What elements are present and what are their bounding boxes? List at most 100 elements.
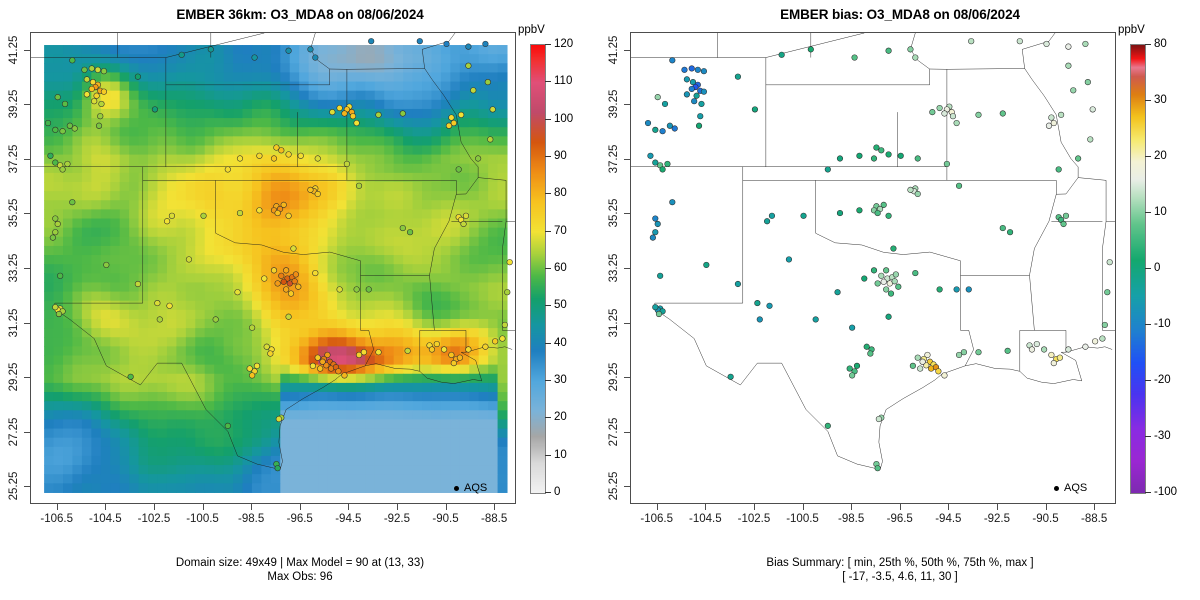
x-tick-label: -100.5 xyxy=(186,513,219,525)
y-tick xyxy=(24,268,30,269)
colorbar-tick xyxy=(545,81,551,83)
colorbar-tick-label: 80 xyxy=(554,187,567,200)
x-tick xyxy=(299,504,301,510)
caption-bias-line2: [ -17, -3.5, 4.6, 11, 30 ] xyxy=(842,571,958,583)
y-tick xyxy=(24,322,30,324)
y-tick xyxy=(624,377,630,379)
colorbar-tick-label: -30 xyxy=(1154,430,1171,442)
x-tick-label: -88.5 xyxy=(481,513,508,525)
x-tick xyxy=(1045,504,1047,510)
x-tick xyxy=(1094,504,1096,510)
x-tick-label: -94.5 xyxy=(335,513,362,525)
y-tick xyxy=(624,322,630,324)
y-tick xyxy=(624,49,630,51)
colorbar-tick-label: 10 xyxy=(554,448,567,461)
x-tick-label: -106.5 xyxy=(40,513,74,525)
y-tick-label: 35.25 xyxy=(8,199,20,228)
colorbar-tick-label: 40 xyxy=(554,336,567,349)
x-tick-label: -98.5 xyxy=(838,513,865,525)
colorbar-tick xyxy=(1145,324,1151,325)
colorbar-model-title: ppbV xyxy=(518,24,545,36)
y-tick-label: 27.25 xyxy=(608,417,620,447)
x-tick xyxy=(705,504,707,510)
x-tick xyxy=(348,504,350,510)
y-tick xyxy=(624,268,630,269)
colorbar-tick-label: -20 xyxy=(1154,374,1171,386)
colorbar-bias-title: ppbV xyxy=(1118,24,1145,36)
bias-field-canvas xyxy=(631,33,1115,503)
x-tick xyxy=(153,504,155,510)
colorbar-tick xyxy=(545,454,551,456)
plot-area-bias xyxy=(630,32,1116,504)
panel-bias-title: EMBER bias: O3_MDA8 on 08/06/2024 xyxy=(780,7,1020,22)
x-tick xyxy=(656,504,658,510)
aqs-legend-bias: AQS xyxy=(1054,482,1087,494)
colorbar-tick-label: 30 xyxy=(554,374,567,386)
colorbar-tick xyxy=(545,305,551,307)
y-tick-label: 25.25 xyxy=(608,471,620,501)
aqs-marker-icon xyxy=(454,485,459,491)
x-tick xyxy=(494,504,496,510)
y-tick xyxy=(624,158,630,160)
x-tick-label: -104.5 xyxy=(89,513,122,525)
x-tick xyxy=(56,504,58,510)
x-tick-label: -104.5 xyxy=(689,513,722,525)
caption-model: Domain size: 49x49 | Max Model = 90 at (… xyxy=(0,556,600,584)
colorbar-tick xyxy=(1145,212,1151,213)
x-tick xyxy=(948,504,950,510)
aqs-legend-label: AQS xyxy=(464,482,488,494)
y-tick xyxy=(24,486,30,488)
x-tick xyxy=(802,504,804,510)
colorbar-tick xyxy=(545,156,551,157)
x-tick xyxy=(899,504,901,510)
colorbar-tick xyxy=(1145,380,1151,381)
colorbar-tick xyxy=(545,44,551,45)
x-tick-label: -88.5 xyxy=(1081,513,1108,525)
x-tick xyxy=(851,504,853,510)
colorbar-tick-label: 120 xyxy=(554,38,574,50)
x-tick-label: -94.5 xyxy=(935,513,962,525)
colorbar-tick-label: -100 xyxy=(1154,486,1178,498)
colorbar-tick-label: 50 xyxy=(554,299,567,312)
aqs-marker-icon xyxy=(1054,485,1059,491)
y-tick xyxy=(24,213,30,215)
panel-model: EMBER 36km: O3_MDA8 on 08/06/2024 AQS -1… xyxy=(0,7,600,584)
x-tick xyxy=(396,504,398,510)
caption-model-line1: Domain size: 49x49 | Max Model = 90 at (… xyxy=(175,557,425,569)
caption-bias-line1: Bias Summary: [ min, 25th %, 50th %, 75t… xyxy=(766,557,1034,569)
panel-model-title: EMBER 36km: O3_MDA8 on 08/06/2024 xyxy=(176,7,424,22)
colorbar-tick-label: 60 xyxy=(554,262,567,274)
colorbar-tick-label: 110 xyxy=(554,75,573,88)
x-tick xyxy=(996,504,998,510)
colorbar-tick xyxy=(545,268,551,269)
y-tick-label: 29.25 xyxy=(8,362,20,392)
caption-bias: Bias Summary: [ min, 25th %, 50th %, 75t… xyxy=(600,556,1200,584)
colorbar-model-gradient xyxy=(530,44,546,494)
colorbar-tick xyxy=(545,342,551,344)
y-tick-label: 35.25 xyxy=(608,199,620,228)
plot-area-model xyxy=(30,32,516,504)
y-tick-label: 41.25 xyxy=(608,35,620,65)
x-tick-label: -106.5 xyxy=(640,513,674,525)
y-tick-label: 41.25 xyxy=(8,35,20,65)
y-tick-label: 37.25 xyxy=(8,144,20,174)
x-tick-label: -102.5 xyxy=(137,513,171,525)
x-tick-label: -96.5 xyxy=(286,513,313,525)
colorbar-tick-label: 0 xyxy=(1154,262,1161,274)
x-tick-label: -98.5 xyxy=(238,513,265,525)
y-tick-label: 33.25 xyxy=(8,253,20,283)
model-field-canvas xyxy=(31,33,515,503)
y-tick-label: 27.25 xyxy=(8,417,20,447)
colorbar-tick-label: 30 xyxy=(1154,94,1167,106)
x-tick-label: -96.5 xyxy=(886,513,913,525)
colorbar-tick-label: 90 xyxy=(554,150,567,162)
y-tick xyxy=(624,486,630,488)
caption-model-line2: Max Obs: 96 xyxy=(267,571,333,583)
panel-bias: EMBER bias: O3_MDA8 on 08/06/2024 AQS -1… xyxy=(600,0,1200,600)
colorbar-tick-label: -10 xyxy=(1154,318,1171,330)
x-tick xyxy=(445,504,447,510)
x-tick-label: -92.5 xyxy=(983,513,1011,525)
colorbar-tick xyxy=(1145,156,1151,157)
y-tick-label: 39.25 xyxy=(608,89,620,119)
